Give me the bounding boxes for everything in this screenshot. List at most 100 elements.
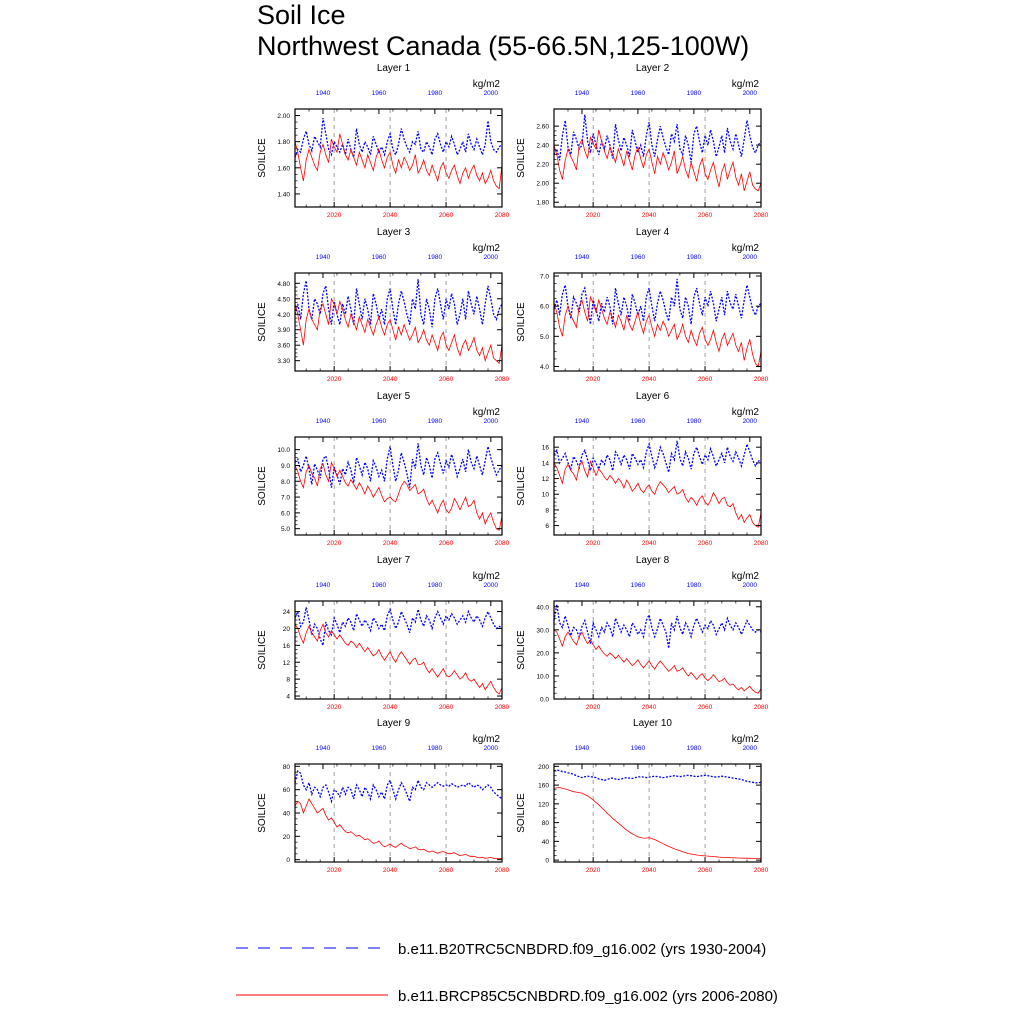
y-tick-label: 8 <box>286 677 290 684</box>
series-line-historical <box>294 607 503 648</box>
title-line-2: Northwest Canada (55-66.5N,125-100W) <box>257 31 750 61</box>
x-bottom-tick-label: 2040 <box>383 540 398 547</box>
y-tick-label: 3.60 <box>277 343 290 350</box>
x-bottom-tick-label: 2040 <box>642 704 657 711</box>
panel-title: Layer 4 <box>636 227 670 238</box>
panel-layer-3: Layer 3 kg/m2 3.30 3.60 3.90 4.20 4.50 4.80 SOIL… <box>257 227 510 383</box>
x-top-tick-label: 1940 <box>575 582 590 589</box>
y-tick-label: 2.60 <box>536 124 549 131</box>
units-label: kg/m2 <box>732 407 760 418</box>
x-top-tick-label: 1940 <box>316 745 331 752</box>
y-tick-label: 4.80 <box>277 281 290 288</box>
x-top-tick-label: 2000 <box>743 254 758 261</box>
y-tick-label: 3.30 <box>277 358 290 365</box>
x-bottom-tick-label: 2060 <box>439 212 454 219</box>
y-tick-label: 10.0 <box>277 447 290 454</box>
legend-label-historical: b.e11.B20TRC5CNBDRD.f09_g16.002 (yrs 193… <box>398 941 766 958</box>
y-tick-label: 80 <box>542 820 550 827</box>
x-bottom-tick-label: 2060 <box>439 540 454 547</box>
y-tick-label: 80 <box>283 764 291 771</box>
panel-layer-1: Layer 1 kg/m2 1.40 1.60 1.80 2.00 SOILICE 2020 2… <box>257 63 510 219</box>
y-axis-label: SOILICE <box>257 630 268 670</box>
plot-frame <box>553 436 762 536</box>
x-top-tick-label: 1940 <box>575 418 590 425</box>
panel-layer-4: Layer 4 kg/m2 4.0 5.0 6.0 7.0 SOILICE 2020 2040 2… <box>516 227 769 383</box>
plot-frame <box>553 108 762 208</box>
x-top-tick-label: 2000 <box>484 254 499 261</box>
x-top-tick-label: 2000 <box>743 418 758 425</box>
y-tick-label: 10.0 <box>536 673 549 680</box>
units-label: kg/m2 <box>732 79 760 90</box>
y-tick-label: 16 <box>283 643 291 650</box>
x-bottom-tick-label: 2040 <box>383 704 398 711</box>
x-top-tick-label: 1960 <box>372 254 387 261</box>
y-tick-label: 160 <box>538 783 549 790</box>
y-tick-label: 6 <box>545 523 549 530</box>
panel-layer-8: Layer 8 kg/m2 0.0 10.0 20.0 30.0 40.0 SOILICE 20… <box>516 555 769 711</box>
x-top-tick-label: 1980 <box>428 418 443 425</box>
x-bottom-tick-label: 2060 <box>439 376 454 383</box>
x-bottom-tick-label: 2040 <box>642 867 657 874</box>
x-bottom-tick-label: 2080 <box>495 867 510 874</box>
y-tick-label: 8 <box>545 507 549 514</box>
x-top-tick-label: 1980 <box>428 90 443 97</box>
y-tick-label: 1.80 <box>536 200 549 207</box>
y-tick-label: 60 <box>283 787 291 794</box>
x-bottom-tick-label: 2020 <box>327 540 342 547</box>
series-line-future <box>553 129 762 192</box>
x-bottom-tick-label: 2040 <box>642 212 657 219</box>
panel-layer-5: Layer 5 kg/m2 5.0 6.0 7.0 8.0 9.0 10.0 SOILICE 20… <box>257 391 510 547</box>
y-axis-label: SOILICE <box>257 466 268 506</box>
series-line-historical <box>294 443 503 488</box>
x-bottom-tick-label: 2060 <box>698 540 713 547</box>
y-tick-label: 6.0 <box>540 304 549 311</box>
panel-title: Layer 3 <box>377 227 411 238</box>
plot-frame <box>294 108 503 208</box>
y-tick-label: 4.0 <box>540 364 549 371</box>
plot-frame <box>294 436 503 536</box>
x-top-tick-label: 2000 <box>743 90 758 97</box>
x-bottom-tick-label: 2060 <box>698 212 713 219</box>
y-tick-label: 2.00 <box>277 113 290 120</box>
y-axis-label: SOILICE <box>257 138 268 178</box>
y-tick-label: 2.00 <box>536 181 549 188</box>
x-bottom-tick-label: 2060 <box>439 704 454 711</box>
series-line-future <box>294 297 503 365</box>
y-tick-label: 12 <box>542 476 550 483</box>
units-label: kg/m2 <box>473 79 501 90</box>
y-axis-label: SOILICE <box>516 630 527 670</box>
page-title: Soil Ice Northwest Canada (55-66.5N,125-… <box>257 0 749 62</box>
x-top-tick-label: 1940 <box>575 745 590 752</box>
series-line-historical <box>553 114 762 163</box>
plot-frame <box>553 763 762 863</box>
units-label: kg/m2 <box>732 243 760 254</box>
y-axis-label: SOILICE <box>257 302 268 342</box>
x-top-tick-label: 1960 <box>372 745 387 752</box>
units-label: kg/m2 <box>732 571 760 582</box>
x-top-tick-label: 1960 <box>631 582 646 589</box>
y-tick-label: 7.0 <box>540 274 549 281</box>
x-bottom-tick-label: 2060 <box>698 704 713 711</box>
panel-title: Layer 8 <box>636 555 670 566</box>
panel-layer-10: Layer 10 kg/m2 0 40 80 120 160 200 SOILICE 2020 20… <box>516 718 769 874</box>
y-tick-label: 10 <box>542 492 550 499</box>
y-tick-label: 7.0 <box>281 495 290 502</box>
panel-title: Layer 1 <box>377 63 411 74</box>
x-top-tick-label: 2000 <box>743 582 758 589</box>
x-top-tick-label: 1940 <box>316 582 331 589</box>
x-top-tick-label: 1940 <box>316 90 331 97</box>
y-axis-label: SOILICE <box>257 793 268 833</box>
series-line-historical <box>294 279 503 328</box>
x-top-tick-label: 1980 <box>687 582 702 589</box>
x-top-tick-label: 1940 <box>575 254 590 261</box>
plot-frame <box>553 272 762 372</box>
x-bottom-tick-label: 2080 <box>495 376 510 383</box>
x-bottom-tick-label: 2080 <box>495 704 510 711</box>
x-bottom-tick-label: 2020 <box>327 704 342 711</box>
panel-title: Layer 5 <box>377 391 411 402</box>
x-bottom-tick-label: 2060 <box>439 867 454 874</box>
y-tick-label: 5.0 <box>281 526 290 533</box>
y-tick-label: 40.0 <box>536 604 549 611</box>
x-top-tick-label: 1940 <box>575 90 590 97</box>
y-axis-label: SOILICE <box>516 302 527 342</box>
